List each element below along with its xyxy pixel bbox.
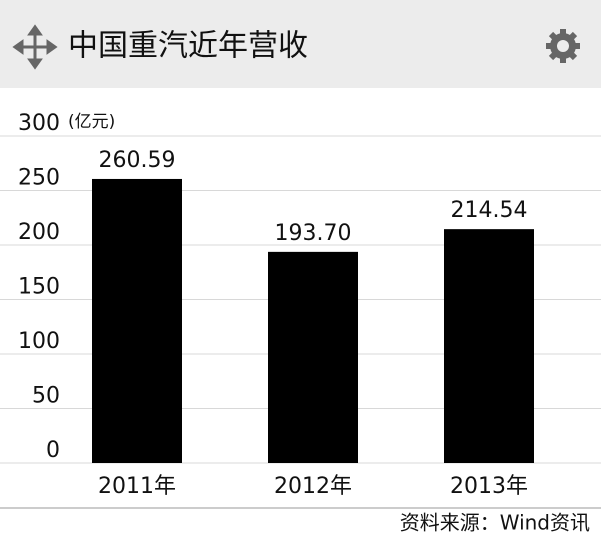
value-label: 193.70 <box>275 221 352 246</box>
bar <box>268 251 358 463</box>
y-tick-label: 250 <box>18 166 60 191</box>
header <box>0 0 601 88</box>
y-tick-label: 200 <box>18 220 60 245</box>
bar <box>92 178 182 463</box>
x-tick-label: 2011年 <box>98 474 176 499</box>
value-label: 260.59 <box>99 148 176 173</box>
y-unit: (亿元) <box>68 112 115 132</box>
y-tick-label: 0 <box>46 438 60 463</box>
y-tick-label: 50 <box>32 384 60 409</box>
bar <box>444 229 534 463</box>
y-tick-label: 150 <box>18 275 60 300</box>
settings-icon[interactable] <box>546 29 580 63</box>
chart-title: 中国重汽近年营收 <box>68 29 308 64</box>
x-tick-label: 2013年 <box>450 474 528 499</box>
y-tick-label: 100 <box>18 329 60 354</box>
move-icon[interactable] <box>12 24 58 70</box>
y-tick-label: 300 <box>18 111 60 136</box>
source: 资料来源：Wind资讯 <box>400 511 590 535</box>
x-tick-label: 2012年 <box>274 474 352 499</box>
value-label: 214.54 <box>451 198 528 223</box>
